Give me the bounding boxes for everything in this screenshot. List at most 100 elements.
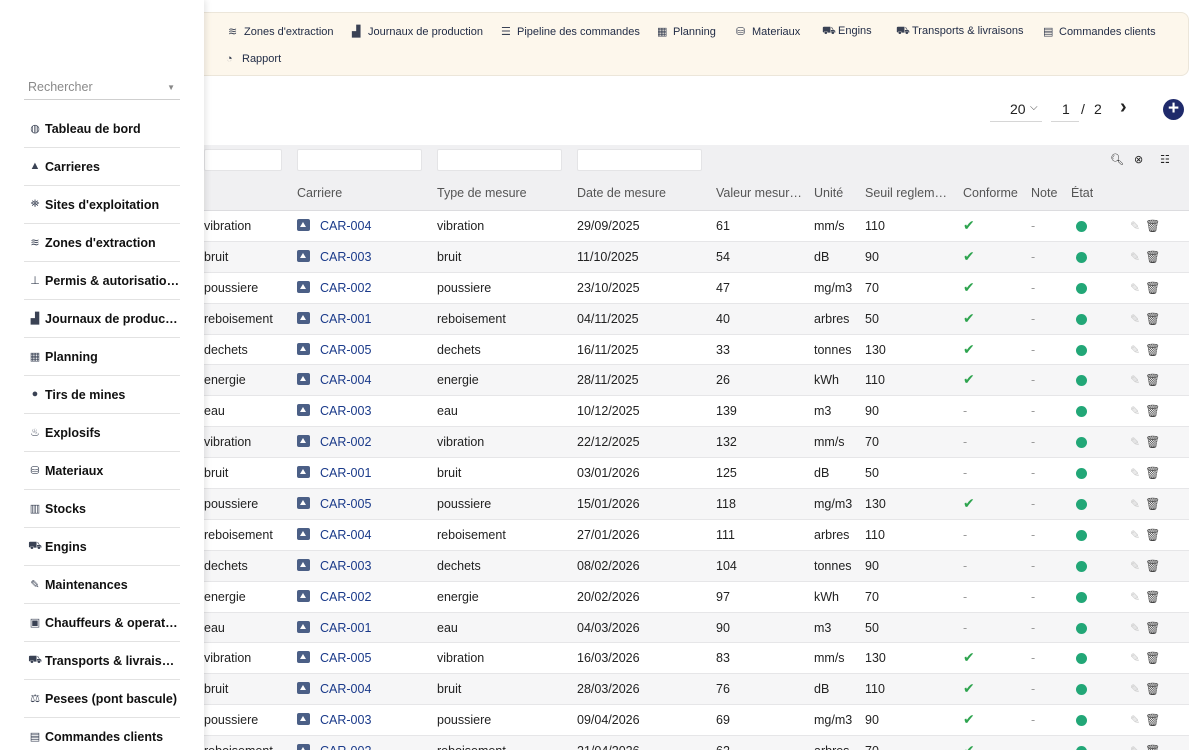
cell-carriere[interactable]: CAR-001 (297, 620, 372, 635)
column-header-unite[interactable]: Unité (814, 186, 844, 200)
edit-icon[interactable]: ✎ (1130, 527, 1141, 542)
trash-icon[interactable]: 🗑︎ (1145, 620, 1161, 635)
carriere-link[interactable]: CAR-002 (320, 280, 372, 295)
edit-icon[interactable]: ✎ (1130, 682, 1141, 697)
topnav-item-5[interactable]: ⛟ Engins (822, 25, 872, 39)
carriere-link[interactable]: CAR-001 (320, 466, 372, 481)
sidebar-item-4[interactable]: ⊥ Permis & autorisations (24, 262, 180, 300)
carriere-link[interactable]: CAR-002 (320, 435, 372, 450)
table-row[interactable]: energie CAR-004 energie 28/11/2025 26 kWh 110 ✔… (204, 365, 1189, 397)
sidebar-item-16[interactable]: ▤ Commandes clients (24, 718, 180, 750)
topnav-item-8[interactable]: ◔ Rapport (226, 53, 281, 65)
table-row[interactable]: poussiere CAR-002 poussiere 23/10/2025 47 mg/… (204, 273, 1189, 304)
carriere-link[interactable]: CAR-001 (320, 620, 372, 635)
edit-icon[interactable]: ✎ (1130, 435, 1141, 450)
sidebar-item-11[interactable]: ⛟ Engins (24, 528, 180, 566)
table-row[interactable]: bruit CAR-003 bruit 11/10/2025 54 dB 90 ✔ - ✎ 🗑︎ (204, 241, 1189, 273)
sidebar-item-7[interactable]: ● Tirs de mines (24, 376, 180, 414)
topnav-item-7[interactable]: ▤ Commandes clients (1043, 25, 1156, 38)
trash-icon[interactable]: 🗑︎ (1145, 558, 1161, 573)
table-row[interactable]: reboisement CAR-001 reboisement 04/11/2025 4… (204, 303, 1189, 335)
carriere-link[interactable]: CAR-002 (320, 744, 371, 750)
sidebar-item-15[interactable]: ⚖ Pesees (pont bascule) (24, 680, 180, 718)
cell-carriere[interactable]: CAR-003 (297, 404, 371, 418)
table-row[interactable]: dechets CAR-005 dechets 16/11/2025 33 tonnes 1… (204, 335, 1189, 366)
carriere-link[interactable]: CAR-005 (320, 497, 372, 512)
topnav-item-4[interactable]: ⛁ Materiaux (736, 25, 800, 38)
sidebar-item-14[interactable]: ⛟ Transports & livraisons (24, 642, 180, 680)
add-record-button[interactable]: + (1163, 99, 1184, 120)
search-select[interactable]: Rechercher ▼ (24, 80, 180, 100)
edit-icon[interactable]: ✎ (1130, 620, 1141, 635)
carriere-link[interactable]: CAR-004 (320, 527, 372, 542)
trash-icon[interactable]: 🗑︎ (1145, 466, 1161, 481)
trash-icon[interactable]: 🗑︎ (1145, 249, 1161, 264)
column-header-etat[interactable]: État (1071, 186, 1094, 200)
carriere-link[interactable]: CAR-003 (320, 558, 372, 573)
sidebar-item-6[interactable]: ▦ Planning (24, 338, 180, 376)
column-header-conforme[interactable]: Conforme (963, 186, 1018, 200)
sidebar-item-10[interactable]: ▥ Stocks (24, 490, 180, 528)
trash-icon[interactable]: 🗑︎ (1145, 342, 1161, 357)
carriere-link[interactable]: CAR-005 (320, 342, 372, 357)
carriere-link[interactable]: CAR-002 (320, 589, 372, 604)
edit-icon[interactable]: ✎ (1130, 713, 1141, 728)
trash-icon[interactable]: 🗑︎ (1145, 497, 1161, 512)
table-row[interactable]: vibration CAR-002 vibration 22/12/2025 132 mm… (204, 427, 1189, 459)
sidebar-item-3[interactable]: ≋ Zones d'extraction (24, 224, 180, 262)
trash-icon[interactable]: 🗑︎ (1145, 435, 1161, 450)
edit-icon[interactable]: ✎ (1130, 219, 1141, 233)
cell-carriere[interactable]: CAR-002 (297, 280, 372, 295)
table-row[interactable]: bruit CAR-004 bruit 28/03/2026 76 dB 110 ✔ - ✎ 🗑︎ (204, 674, 1189, 706)
edit-icon[interactable]: ✎ (1130, 744, 1140, 750)
carriere-link[interactable]: CAR-004 (320, 219, 372, 233)
carriere-link[interactable]: CAR-001 (320, 311, 372, 326)
table-row[interactable]: energie CAR-002 energie 20/02/2026 97 kWh 70 - -… (204, 582, 1189, 613)
trash-icon[interactable]: 🗑︎ (1145, 373, 1161, 388)
edit-icon[interactable]: ✎ (1130, 280, 1141, 295)
cell-carriere[interactable]: CAR-003 (297, 558, 372, 573)
table-row[interactable]: vibration CAR-004 vibration 29/09/2025 61 mm/… (204, 211, 1189, 242)
sidebar-item-9[interactable]: ⛁ Materiaux (24, 452, 180, 490)
carriere-link[interactable]: CAR-004 (320, 682, 372, 697)
filter-input-type[interactable] (204, 149, 282, 171)
search-icon[interactable]: 🔍︎ (1110, 154, 1124, 166)
edit-icon[interactable]: ✎ (1130, 404, 1141, 419)
topnav-item-1[interactable]: ▟ Journaux de production (352, 25, 483, 38)
carriere-link[interactable]: CAR-005 (320, 651, 372, 666)
filter-input-carriere[interactable] (297, 149, 422, 171)
cell-carriere[interactable]: CAR-004 (297, 219, 371, 233)
cell-carriere[interactable]: CAR-005 (297, 651, 371, 665)
trash-icon[interactable]: 🗑︎ (1145, 744, 1160, 750)
column-header-seuil[interactable]: Seuil reglem… (865, 186, 947, 200)
clear-filter-icon[interactable]: ⊗ (1134, 154, 1144, 166)
trash-icon[interactable]: 🗑︎ (1145, 713, 1161, 728)
topnav-item-2[interactable]: ☰ Pipeline des commandes (501, 25, 640, 38)
trash-icon[interactable]: 🗑︎ (1145, 219, 1161, 233)
column-header-carriere[interactable]: Carriere (297, 186, 343, 200)
carriere-link[interactable]: CAR-003 (320, 249, 372, 264)
cell-carriere[interactable]: CAR-003 (297, 249, 372, 264)
cell-carriere[interactable]: CAR-002 (297, 435, 371, 449)
trash-icon[interactable]: 🗑︎ (1145, 589, 1161, 604)
trash-icon[interactable]: 🗑︎ (1145, 404, 1161, 419)
table-row[interactable]: bruit CAR-001 bruit 03/01/2026 125 dB 50 - - ✎ 🗑︎ (204, 458, 1189, 490)
column-header-note[interactable]: Note (1031, 186, 1058, 200)
sidebar-item-8[interactable]: ♨ Explosifs (24, 414, 180, 452)
next-page-icon[interactable]: › (1120, 96, 1127, 118)
edit-icon[interactable]: ✎ (1130, 466, 1141, 481)
cell-carriere[interactable]: CAR-005 (297, 497, 371, 511)
column-header-valeur[interactable]: Valeur mesur… (716, 186, 802, 200)
table-row[interactable]: poussiere CAR-003 poussiere 09/04/2026 69 mg/… (204, 705, 1189, 737)
trash-icon[interactable]: 🗑︎ (1145, 311, 1161, 326)
trash-icon[interactable]: 🗑︎ (1145, 682, 1161, 697)
trash-icon[interactable]: 🗑︎ (1145, 651, 1161, 666)
edit-icon[interactable]: ✎ (1130, 651, 1141, 666)
carriere-link[interactable]: CAR-004 (320, 373, 372, 388)
cell-carriere[interactable]: CAR-005 (297, 342, 372, 357)
edit-icon[interactable]: ✎ (1130, 497, 1141, 512)
sidebar-item-0[interactable]: ◍ Tableau de bord (24, 110, 180, 148)
carriere-link[interactable]: CAR-003 (320, 713, 372, 728)
cell-carriere[interactable]: CAR-002 (297, 744, 371, 750)
trash-icon[interactable]: 🗑︎ (1145, 280, 1161, 295)
